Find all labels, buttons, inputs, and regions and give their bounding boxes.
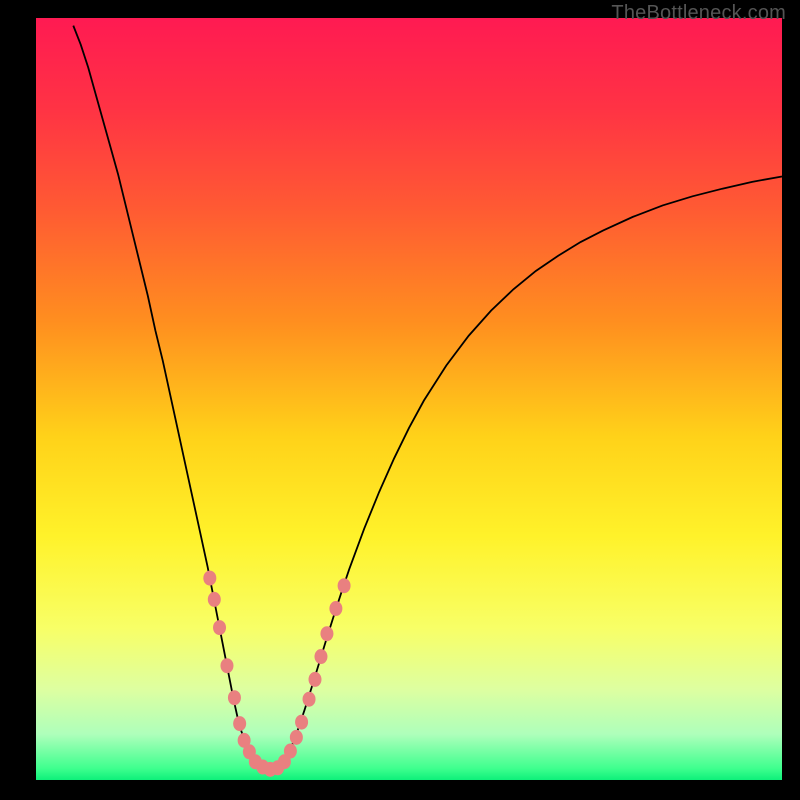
curve-marker [228,690,241,705]
curve-marker [329,601,342,616]
curve-marker [295,715,308,730]
curve-marker [309,672,322,687]
curve-marker [320,626,333,641]
curve-marker [338,578,351,593]
curve-marker [284,744,297,759]
curve-marker [303,692,316,707]
curve-marker [213,620,226,635]
curve-marker [203,571,216,586]
stage: TheBottleneck.com [0,0,800,800]
plot-background [36,18,782,780]
curve-marker [233,716,246,731]
chart-svg [0,0,800,800]
curve-marker [220,658,233,673]
curve-marker [290,730,303,745]
watermark-text: TheBottleneck.com [611,2,786,25]
curve-marker [208,592,221,607]
curve-marker [314,649,327,664]
